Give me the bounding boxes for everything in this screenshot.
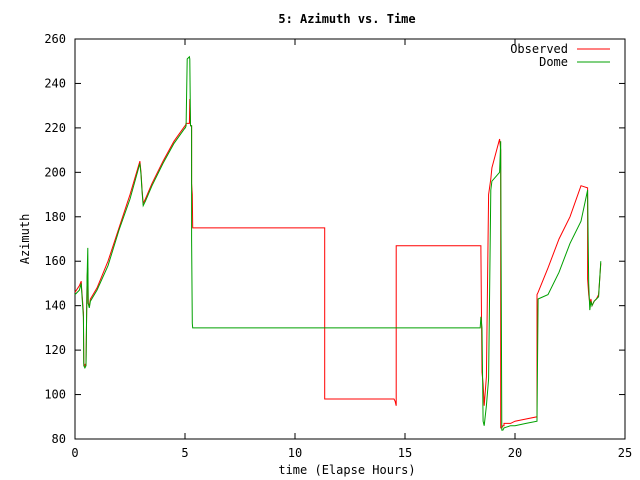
y-tick-label: 200 bbox=[44, 165, 66, 179]
y-tick-label: 240 bbox=[44, 76, 66, 90]
x-tick-label: 20 bbox=[508, 446, 522, 460]
y-tick-label: 220 bbox=[44, 121, 66, 135]
x-axis-label: time (Elapse Hours) bbox=[278, 463, 415, 477]
series-layer bbox=[74, 55, 602, 431]
y-tick-label: 260 bbox=[44, 32, 66, 46]
x-tick-label: 0 bbox=[71, 446, 78, 460]
y-tick-label: 180 bbox=[44, 210, 66, 224]
chart-title: 5: Azimuth vs. Time bbox=[278, 12, 415, 26]
y-tick-label: 160 bbox=[44, 254, 66, 268]
x-tick-label: 15 bbox=[398, 446, 412, 460]
x-tick-label: 25 bbox=[618, 446, 632, 460]
legend-label-dome: Dome bbox=[539, 55, 568, 69]
y-tick-label: 100 bbox=[44, 388, 66, 402]
legend-label-observed: Observed bbox=[510, 42, 568, 56]
axes: 0 5 10 15 20 25 80 100 120 140 160 180 200 220 240 260 bbox=[44, 32, 632, 460]
y-axis-label: Azimuth bbox=[18, 214, 32, 265]
y-tick-label: 80 bbox=[52, 432, 66, 446]
y-tick-label: 140 bbox=[44, 299, 66, 313]
plot-frame bbox=[74, 38, 626, 440]
series-line-observed bbox=[74, 98, 602, 429]
series-line-dome bbox=[74, 55, 602, 431]
y-tick-label: 120 bbox=[44, 343, 66, 357]
x-tick-label: 5 bbox=[181, 446, 188, 460]
x-tick-label: 10 bbox=[288, 446, 302, 460]
